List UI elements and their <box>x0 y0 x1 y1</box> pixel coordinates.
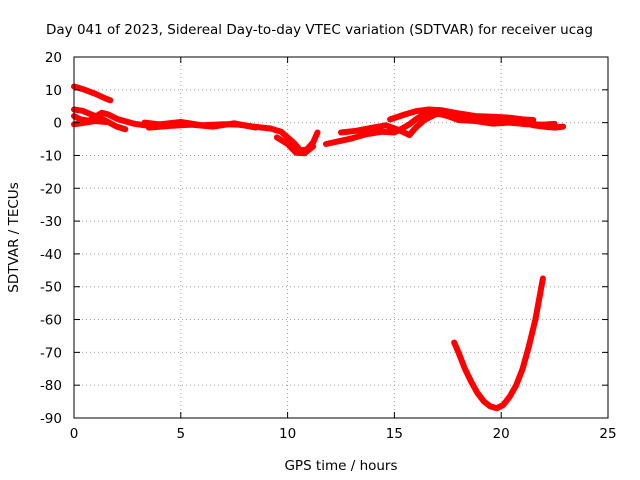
y-tick-label: -80 <box>40 378 62 394</box>
x-tick-label: 0 <box>70 426 79 442</box>
series-prn-c <box>71 106 129 133</box>
x-axis-label: GPS time / hours <box>284 458 397 474</box>
y-axis-label: SDTVAR / TECUs <box>6 182 22 292</box>
y-axis: 20 10 0 -10 -20 -30 -40 -50 -60 -70 -80 -90 <box>40 50 608 427</box>
y-tick-label: -60 <box>40 313 62 329</box>
y-tick-label: -20 <box>40 181 62 197</box>
y-tick-label: -40 <box>40 247 62 263</box>
plot-frame <box>73 56 609 419</box>
y-tick-label: 20 <box>45 50 62 66</box>
y-tick-label: -30 <box>40 214 62 230</box>
y-tick-label: -70 <box>40 345 62 361</box>
series-prn-j <box>387 106 537 123</box>
series-prn-i <box>338 110 558 139</box>
series-layer <box>71 83 567 412</box>
y-tick-label: 10 <box>45 83 62 99</box>
series-prn-a <box>71 83 114 104</box>
series-prn-g <box>273 134 317 157</box>
y-tick-label: -90 <box>40 411 62 427</box>
grid-lines <box>74 57 608 418</box>
x-tick-label: 25 <box>599 426 616 442</box>
y-tick-label: 0 <box>53 116 62 132</box>
chart-title: Day 041 of 2023, Sidereal Day-to-day VTE… <box>46 22 593 38</box>
series-prn-f <box>145 120 259 131</box>
x-axis: 0 5 10 15 20 25 <box>70 57 617 442</box>
x-tick-label: 5 <box>177 426 186 442</box>
x-tick-label: 15 <box>386 426 403 442</box>
y-tick-label: -50 <box>40 280 62 296</box>
y-tick-label: -10 <box>40 148 62 164</box>
series-prn-d <box>71 118 109 128</box>
x-tick-label: 10 <box>279 426 296 442</box>
x-tick-label: 20 <box>493 426 510 442</box>
series-prn-k <box>451 275 546 412</box>
